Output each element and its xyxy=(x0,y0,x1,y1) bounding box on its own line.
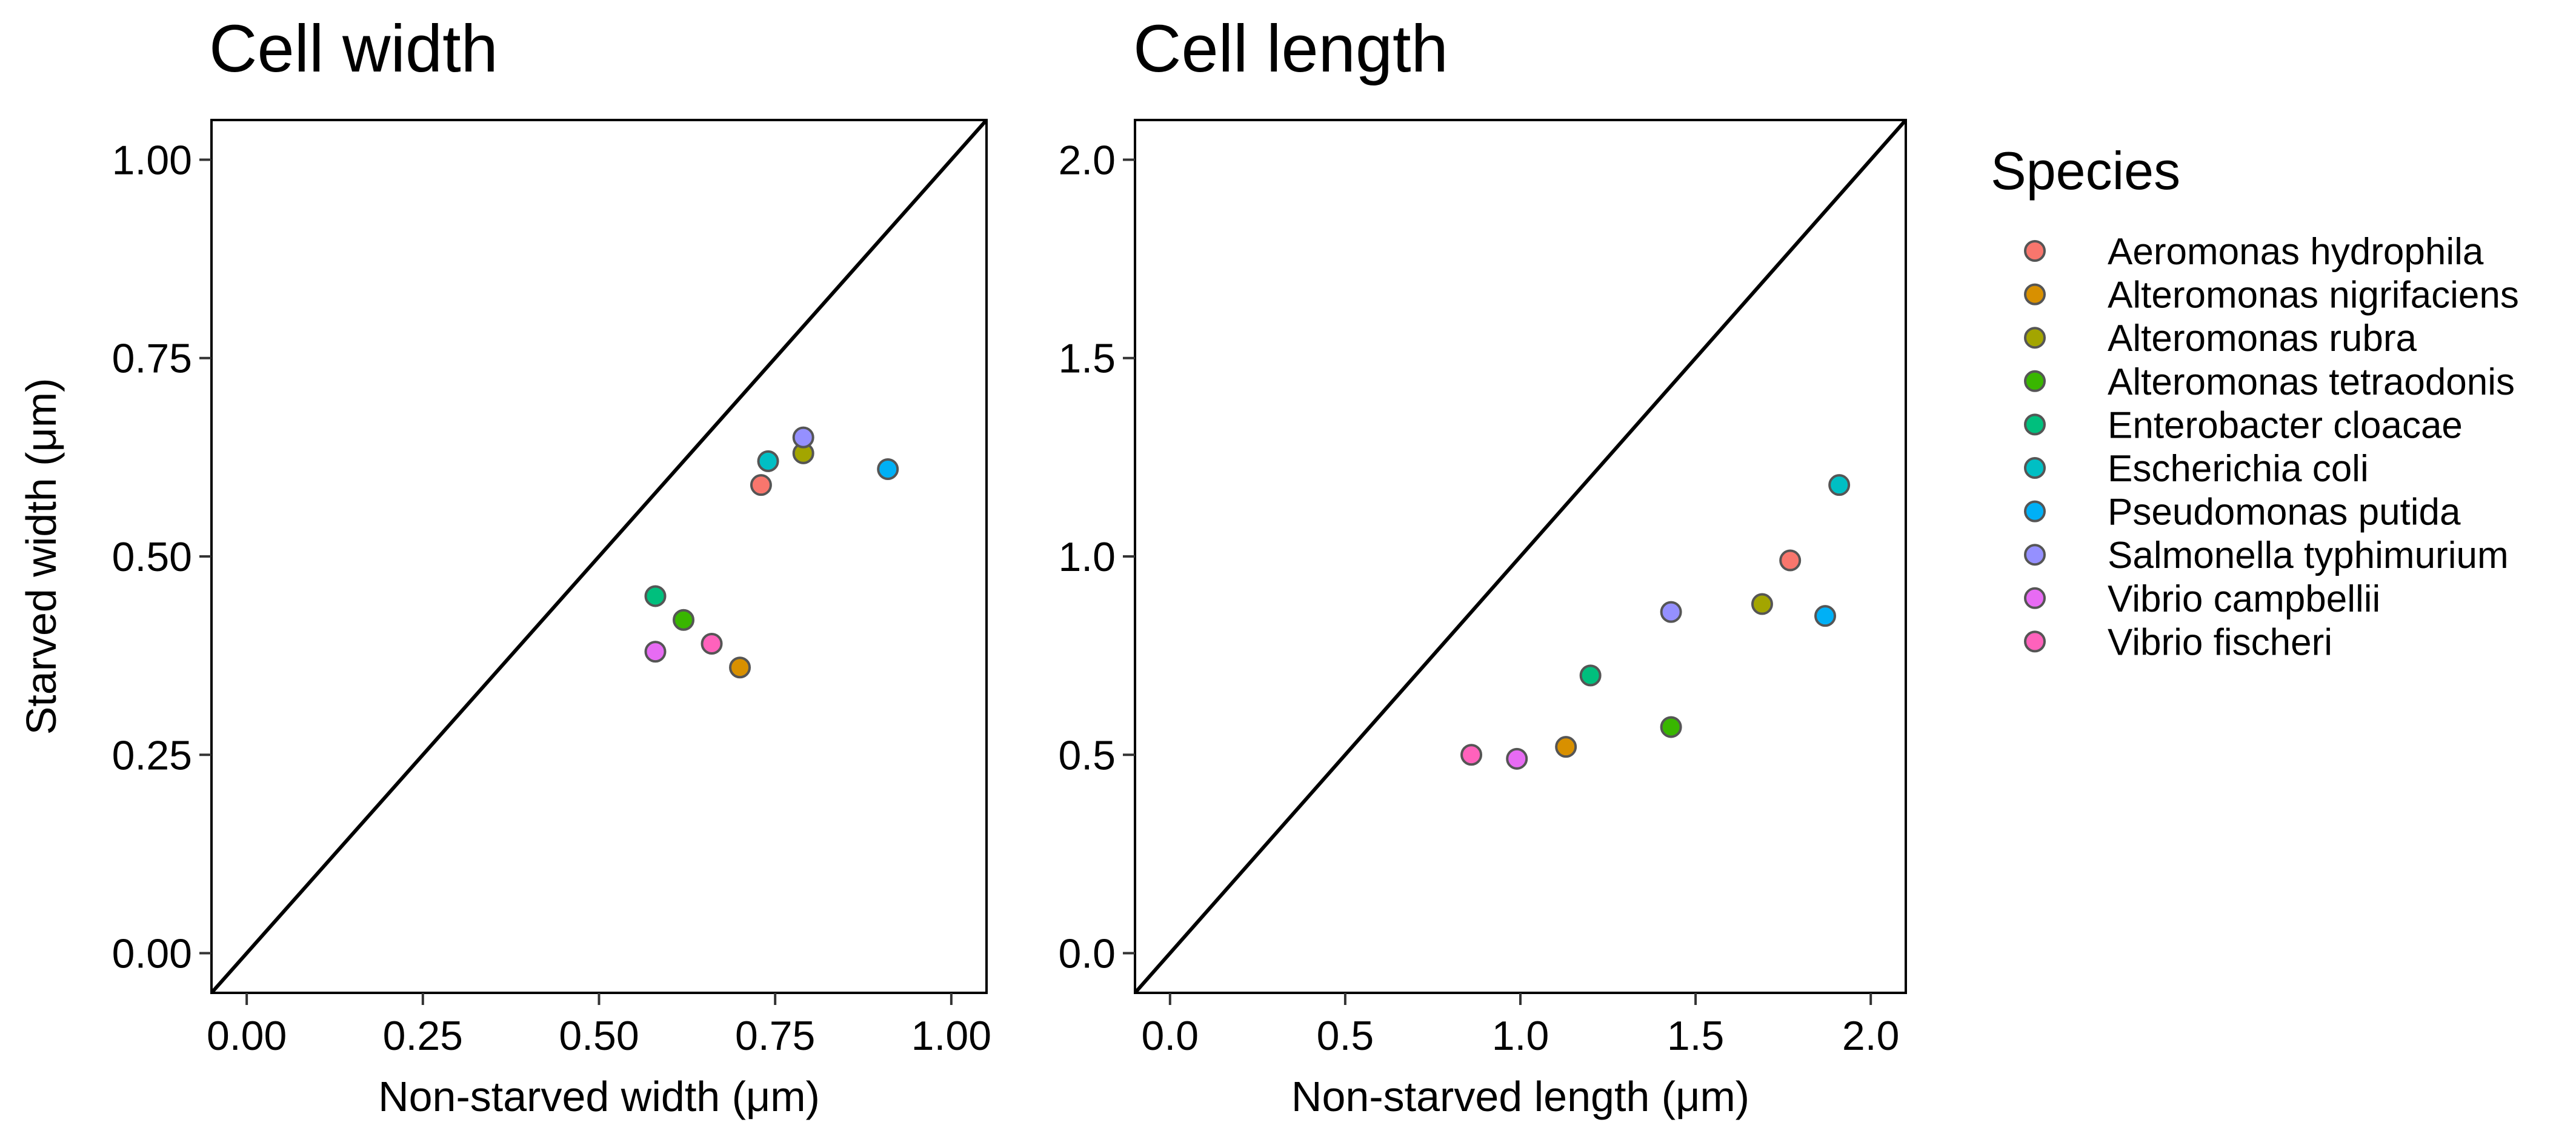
data-point: Salmonella typhimurium xyxy=(1660,601,1682,623)
legend-key xyxy=(2024,327,2046,349)
legend: Species Aeromonas hydrophilaAlteromonas … xyxy=(1991,141,2519,663)
data-point: Enterobacter cloacae xyxy=(1579,664,1602,687)
data-point: Aeromonas hydrophila xyxy=(1779,549,1802,572)
legend-key xyxy=(2024,240,2046,262)
data-point: Escherichia coli xyxy=(1828,474,1851,496)
x-tick-label: 0.0 xyxy=(1142,1013,1199,1059)
data-point: Vibrio campbellii xyxy=(644,641,667,663)
legend-item: Escherichia coli xyxy=(2024,448,2369,490)
legend-label: Alteromonas tetraodonis xyxy=(2108,361,2515,403)
legend-key xyxy=(2024,283,2046,305)
legend-item: Aeromonas hydrophila xyxy=(2024,231,2484,273)
data-point: Salmonella typhimurium xyxy=(792,426,814,449)
x-axis-title-cell-width: Non-starved width (μm) xyxy=(378,1073,820,1120)
legend-label: Escherichia coli xyxy=(2108,448,2369,490)
legend-key xyxy=(2024,413,2046,436)
x-tick-label: 0.25 xyxy=(383,1013,463,1059)
data-point: Vibrio fischeri xyxy=(701,633,723,655)
legend-key xyxy=(2024,457,2046,479)
data-point: Aeromonas hydrophila xyxy=(750,474,772,496)
data-point: Escherichia coli xyxy=(757,450,779,472)
legend-label: Alteromonas nigrifaciens xyxy=(2108,275,2519,316)
legend-label: Vibrio fischeri xyxy=(2108,621,2332,663)
x-tick-label: 0.75 xyxy=(735,1013,815,1059)
legend-label: Vibrio campbellii xyxy=(2108,578,2380,620)
x-tick-label: 0.00 xyxy=(207,1013,287,1059)
data-point: Alteromonas tetraodonis xyxy=(1660,716,1682,738)
legend-label: Enterobacter cloacae xyxy=(2108,404,2463,446)
x-tick-label: 1.00 xyxy=(911,1013,991,1059)
y-tick-label: 0.5 xyxy=(1058,732,1116,778)
legend-label: Salmonella typhimurium xyxy=(2108,535,2509,576)
panel-title-cell-width: Cell width xyxy=(209,12,498,86)
y-tick-label: 1.0 xyxy=(1058,534,1116,580)
legend-item: Alteromonas tetraodonis xyxy=(2024,361,2515,403)
cell-width-panel: Cell width 0.00 0.25 0.50 0.75 1.000.000.250… xyxy=(18,12,991,1120)
data-point: Pseudomonas putida xyxy=(877,458,899,480)
x-tick-label: 1.0 xyxy=(1492,1013,1549,1059)
legend-key xyxy=(2024,587,2046,609)
x-tick-label: 2.0 xyxy=(1842,1013,1900,1059)
x-tick-label: 0.50 xyxy=(559,1013,639,1059)
data-point: Alteromonas nigrifaciens xyxy=(1555,736,1577,758)
y-tick-label: 0.75 xyxy=(112,336,192,382)
cell-width-marks: 0.00 0.25 0.50 0.75 1.00 0.00 0.25 0.50 0.75 1.00… xyxy=(112,120,991,1059)
cell-length-marks: 0.0 0.5 1.0 1.5 2.0 0.0 0.5 1.0 1.5 2.0 Aeromonas … xyxy=(1058,120,1906,1059)
y-tick-label: 0.50 xyxy=(112,534,192,580)
identity-line xyxy=(211,120,987,993)
y-tick-label: 1.00 xyxy=(112,137,192,183)
x-axis-title-cell-length: Non-starved length (μm) xyxy=(1291,1073,1749,1120)
legend-key xyxy=(2024,630,2046,653)
x-tick-label: 0.5 xyxy=(1317,1013,1374,1059)
legend-item: Pseudomonas putida xyxy=(2024,492,2461,533)
data-point: Alteromonas rubra xyxy=(1751,593,1773,615)
y-axis-title-cell-width: Starved width (μm) xyxy=(18,378,65,735)
cell-length-panel: Cell length 0.0 0.5 1.0 1.5 2.0 0.0 0.5 1.0 1.5 2… xyxy=(1058,12,1907,1120)
legend-key xyxy=(2024,544,2046,566)
legend-item: Enterobacter cloacae xyxy=(2024,404,2463,446)
x-tick-label: 1.5 xyxy=(1667,1013,1725,1059)
legend-item: Vibrio campbellii xyxy=(2024,578,2380,620)
legend-item: Vibrio fischeri xyxy=(2024,621,2332,663)
panel-title-cell-length: Cell length xyxy=(1133,12,1448,86)
legend-label: Alteromonas rubra xyxy=(2108,318,2417,359)
data-point: Alteromonas nigrifaciens xyxy=(729,656,751,679)
legend-item: Salmonella typhimurium xyxy=(2024,535,2509,576)
data-point: Vibrio fischeri xyxy=(1460,744,1483,766)
data-point: Enterobacter cloacae xyxy=(644,585,667,607)
y-tick-label: 0.0 xyxy=(1058,931,1116,977)
legend-label: Pseudomonas putida xyxy=(2108,492,2461,533)
y-tick-label: 0.25 xyxy=(112,732,192,778)
y-tick-label: 0.00 xyxy=(112,931,192,977)
data-point: Vibrio campbellii xyxy=(1506,747,1528,770)
identity-line xyxy=(1135,120,1906,993)
y-tick-label: 2.0 xyxy=(1058,137,1116,183)
data-point: Alteromonas tetraodonis xyxy=(673,609,695,631)
legend-title: Species xyxy=(1991,141,2180,201)
legend-key xyxy=(2024,370,2046,392)
legend-key xyxy=(2024,500,2046,522)
y-tick-label: 1.5 xyxy=(1058,336,1116,382)
legend-label: Aeromonas hydrophila xyxy=(2108,231,2484,273)
legend-item: Alteromonas nigrifaciens xyxy=(2024,275,2519,316)
data-point: Pseudomonas putida xyxy=(1814,605,1837,627)
legend-item: Alteromonas rubra xyxy=(2024,318,2417,359)
